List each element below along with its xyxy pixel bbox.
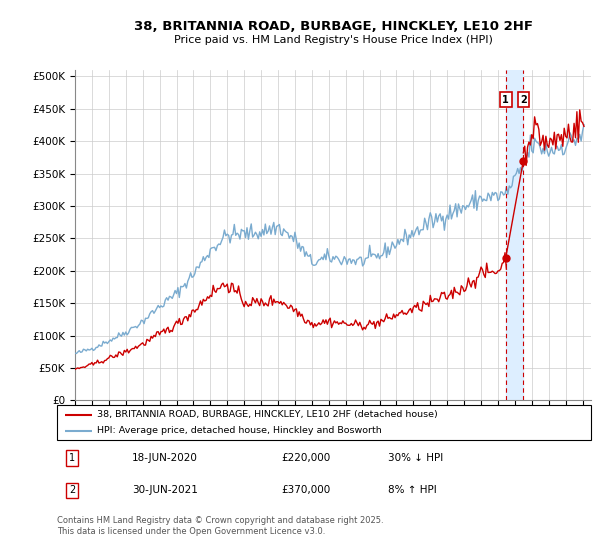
FancyBboxPatch shape xyxy=(57,405,591,440)
Text: Price paid vs. HM Land Registry's House Price Index (HPI): Price paid vs. HM Land Registry's House … xyxy=(173,35,493,45)
Bar xyxy=(506,70,523,400)
Text: 8% ↑ HPI: 8% ↑ HPI xyxy=(388,486,437,495)
Text: 1: 1 xyxy=(502,95,509,105)
Text: HPI: Average price, detached house, Hinckley and Bosworth: HPI: Average price, detached house, Hinc… xyxy=(97,426,382,436)
Text: £370,000: £370,000 xyxy=(281,486,331,495)
Text: 30% ↓ HPI: 30% ↓ HPI xyxy=(388,453,443,463)
Text: 18-JUN-2020: 18-JUN-2020 xyxy=(132,453,197,463)
Text: £220,000: £220,000 xyxy=(281,453,331,463)
Text: Contains HM Land Registry data © Crown copyright and database right 2025.
This d: Contains HM Land Registry data © Crown c… xyxy=(57,516,383,536)
Text: 38, BRITANNIA ROAD, BURBAGE, HINCKLEY, LE10 2HF: 38, BRITANNIA ROAD, BURBAGE, HINCKLEY, L… xyxy=(134,20,533,32)
Text: 30-JUN-2021: 30-JUN-2021 xyxy=(132,486,197,495)
Text: 2: 2 xyxy=(69,486,75,495)
Text: 38, BRITANNIA ROAD, BURBAGE, HINCKLEY, LE10 2HF (detached house): 38, BRITANNIA ROAD, BURBAGE, HINCKLEY, L… xyxy=(97,410,438,419)
Text: 2: 2 xyxy=(520,95,527,105)
Text: 1: 1 xyxy=(69,453,75,463)
